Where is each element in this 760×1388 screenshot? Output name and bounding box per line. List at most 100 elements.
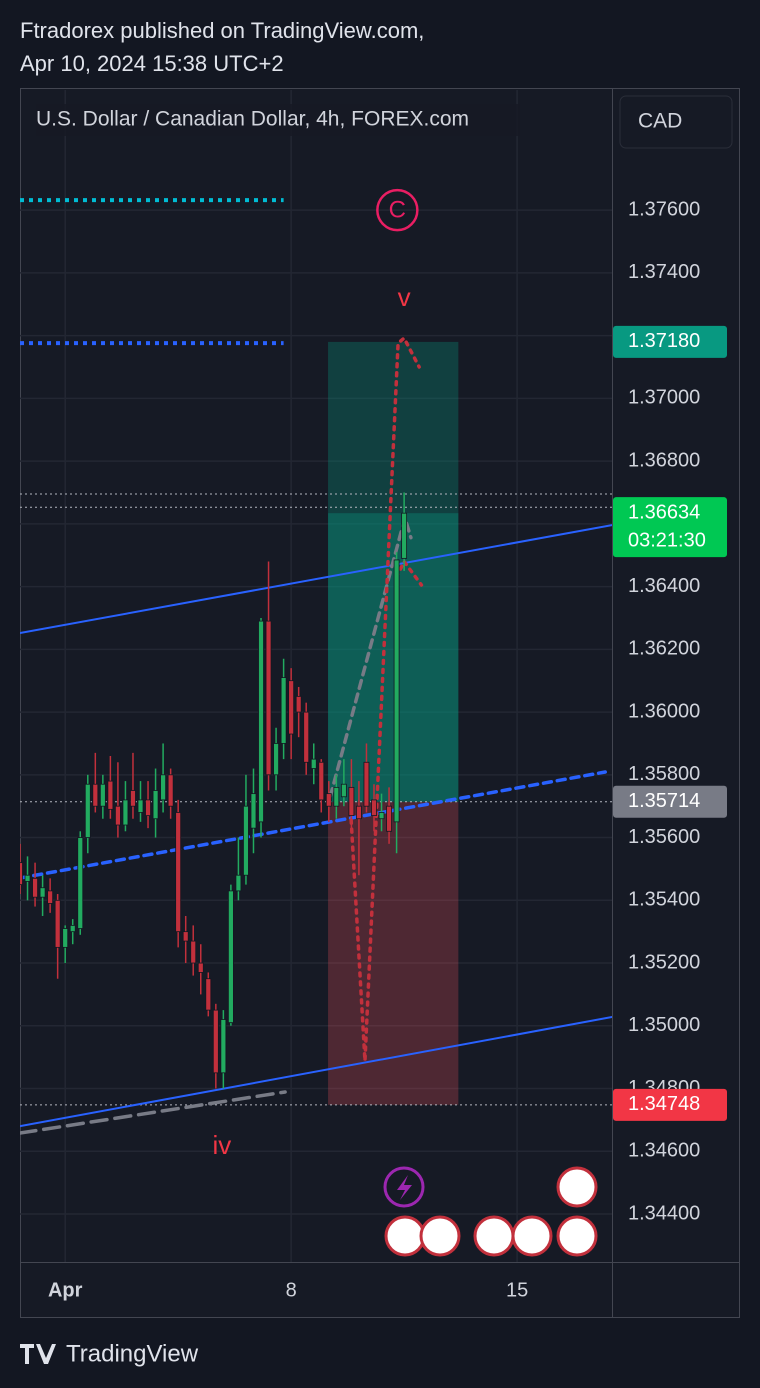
candle-body: [115, 805, 121, 826]
target-label: 1.37180: [628, 330, 700, 352]
y-tick-label: 1.35000: [628, 1014, 700, 1036]
candle-body: [310, 758, 317, 769]
x-tick-label: Apr: [48, 1279, 83, 1301]
logo-mark: [20, 1344, 56, 1364]
drawing: [20, 524, 612, 635]
countdown: 03:21:30: [628, 529, 706, 551]
stop-label: 1.34748: [628, 1093, 700, 1115]
candle-body: [182, 931, 189, 942]
candle-body: [303, 711, 310, 763]
y-tick-label: 1.36400: [628, 575, 700, 597]
candle-body: [62, 928, 69, 948]
y-tick-label: 1.36800: [628, 449, 700, 471]
y-tick-label: 1.35600: [628, 826, 700, 848]
target-label-box: [613, 325, 727, 358]
last-price-label: 1.36634: [628, 501, 700, 523]
candle-body: [39, 887, 46, 898]
title-backdrop: [36, 104, 520, 136]
candle-body: [205, 978, 212, 1011]
candle-body: [280, 677, 287, 744]
currency: CAD: [638, 110, 682, 133]
event-icon: [556, 1215, 598, 1257]
last-price-label-box: [613, 497, 727, 558]
drawing: [348, 335, 421, 1062]
brand: TradingView: [66, 1340, 199, 1367]
candle-body: [212, 1009, 219, 1074]
candle-body: [190, 940, 197, 964]
candle-body: [24, 874, 31, 882]
candle-body: [152, 790, 159, 820]
candle-body: [47, 890, 54, 904]
drawing: [20, 770, 607, 880]
candle-body: [122, 799, 129, 826]
candle-body: [340, 783, 347, 798]
y-tick-label: 1.35800: [628, 763, 700, 785]
annotation: v: [398, 282, 411, 312]
plot-area: [20, 90, 612, 1262]
entry-label: 1.35714: [628, 790, 700, 812]
y-tick-label: 1.35200: [628, 951, 700, 973]
candle-body: [333, 786, 340, 807]
entry-label-box: [613, 785, 727, 818]
candle-body: [220, 1019, 227, 1074]
candle-body: [393, 559, 400, 823]
candle-body: [69, 924, 76, 933]
candle-body: [363, 761, 370, 807]
y-tick-label: 1.37400: [628, 261, 700, 283]
y-tick-label: 1.34600: [628, 1140, 700, 1162]
candle-body: [77, 837, 84, 929]
candle-body: [378, 812, 385, 820]
loss-zone: [328, 801, 459, 1105]
candle-body: [167, 774, 174, 807]
candle-body: [107, 780, 114, 810]
candle-body: [197, 962, 204, 973]
candle-body: [130, 790, 136, 807]
candle-body: [318, 761, 325, 801]
candle-body: [371, 799, 377, 816]
x-tick-label: 8: [286, 1279, 297, 1301]
event-icon: [473, 1215, 515, 1257]
candle-body: [258, 620, 264, 823]
drawing: [20, 1015, 612, 1128]
candle-body: [160, 774, 167, 801]
y-tick-label: 1.34400: [628, 1202, 700, 1224]
y-tick-label: 1.36200: [628, 638, 700, 660]
candle-body: [235, 874, 242, 892]
candle-body: [54, 899, 61, 948]
candle-body: [273, 743, 279, 776]
chart-title: U.S. Dollar / Canadian Dollar, 4h, FOREX…: [36, 108, 469, 131]
candle-body: [137, 799, 144, 813]
currency-button[interactable]: [619, 95, 733, 149]
publish-date: Apr 10, 2024 15:38 UTC+2: [20, 51, 284, 76]
event-icon: [556, 1166, 598, 1208]
event-icon: [419, 1215, 461, 1257]
candle-body: [99, 783, 106, 807]
event-icon-glyph: [397, 1175, 412, 1200]
candle-body: [250, 793, 257, 829]
candle-body: [32, 877, 38, 898]
candle-body: [288, 680, 295, 735]
stop-label-box: [613, 1088, 727, 1121]
event-icons: [383, 1166, 598, 1257]
candle-body: [386, 805, 392, 832]
candle-body: [265, 620, 272, 776]
event-icon: [384, 1215, 426, 1257]
candle-body: [401, 512, 408, 559]
annotation-circle: [376, 188, 419, 232]
x-tick-label: 15: [506, 1279, 528, 1301]
candle-body: [356, 805, 362, 820]
candle-body: [145, 799, 151, 816]
annotation: C: [389, 196, 406, 223]
candle-body: [20, 862, 23, 886]
y-tick-label: 1.37600: [628, 198, 700, 220]
candle-body: [295, 695, 302, 713]
candle-body: [243, 805, 249, 876]
candle-body: [175, 812, 182, 933]
drawing: [20, 1090, 287, 1135]
publisher: Ftradorex published on TradingView.com,: [20, 18, 424, 43]
candle-body: [227, 890, 234, 1024]
candle-body: [92, 783, 99, 807]
annotation: iv: [212, 1130, 231, 1160]
